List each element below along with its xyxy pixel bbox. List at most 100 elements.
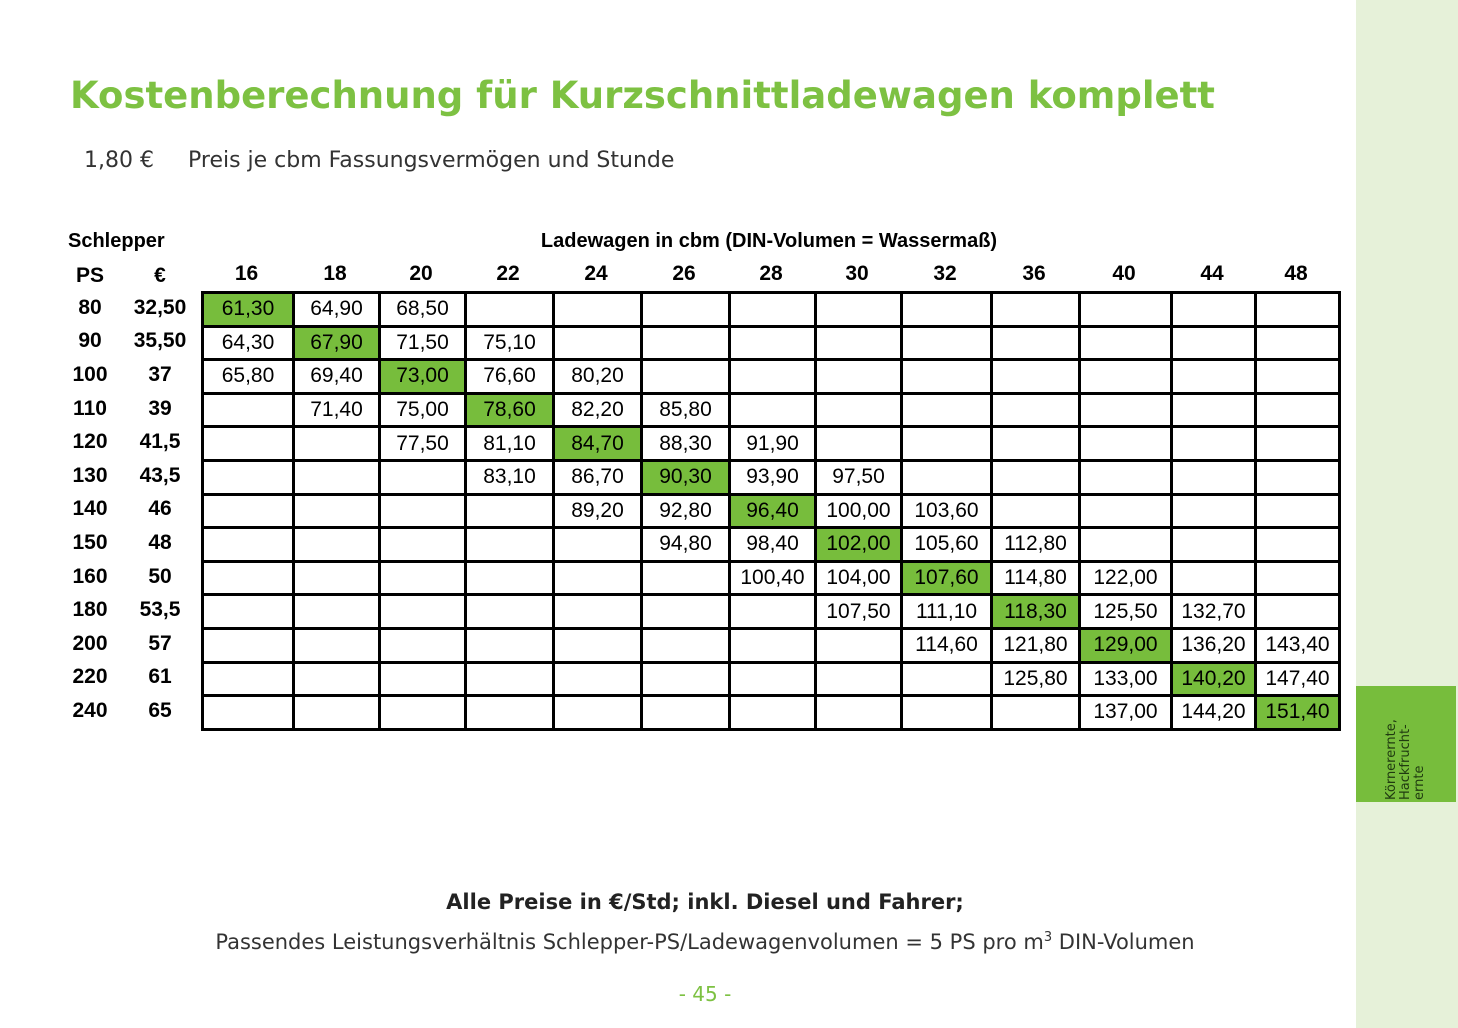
table-cell	[814, 626, 903, 664]
table-cell	[378, 660, 467, 698]
ps-header: PS	[75, 264, 104, 287]
table-cell	[1254, 526, 1341, 563]
table-cell	[1170, 324, 1257, 362]
table-row: 65,80 69,40 73,00 76,60 80,20	[201, 358, 1341, 395]
table-cell	[814, 324, 903, 362]
cost-table: 61,30 64,90 68,50 64,30 67,90 71,50 75,10 65,80…	[201, 291, 1341, 731]
column-header-26: 26	[672, 262, 696, 285]
table-cell: 84,70	[552, 425, 643, 462]
table-cell	[1254, 425, 1341, 462]
table-cell: 132,70	[1170, 593, 1257, 630]
table-cell	[640, 559, 731, 597]
column-header-40: 40	[1112, 262, 1136, 285]
row-eur: 48	[148, 530, 172, 554]
table-cell	[990, 391, 1081, 429]
table-cell	[900, 291, 993, 328]
table-cell	[1170, 291, 1257, 328]
table-cell	[640, 660, 731, 698]
table-cell: 64,90	[292, 291, 381, 328]
table-cell	[201, 660, 295, 698]
row-ps: 120	[72, 430, 108, 454]
page-title: Kostenberechnung für Kurzschnittladewage…	[70, 74, 1215, 117]
table-cell: 147,40	[1254, 660, 1341, 698]
table-cell	[201, 694, 295, 731]
table-cell	[814, 425, 903, 462]
table-cell	[378, 458, 467, 496]
table-cell: 100,40	[728, 559, 817, 597]
table-cell	[292, 492, 381, 530]
table-cell	[552, 324, 643, 362]
chapter-tab-label: Körnerernte, Hackfrucht- ernte	[1384, 719, 1427, 800]
table-cell	[640, 626, 731, 664]
table-cell: 125,50	[1078, 593, 1173, 630]
table-cell: 88,30	[640, 425, 731, 462]
table-cell	[464, 694, 555, 731]
table-cell: 75,10	[464, 324, 555, 362]
row-ps: 90	[78, 329, 102, 353]
table-cell	[378, 593, 467, 630]
table-cell	[640, 593, 731, 630]
table-cell	[728, 694, 817, 731]
price-line: 1,80 € Preis je cbm Fassungsvermögen und …	[84, 148, 674, 173]
table-row: 107,50 111,10 118,30 125,50 132,70	[201, 593, 1341, 630]
table-cell: 92,80	[640, 492, 731, 530]
table-cell	[552, 559, 643, 597]
row-ps: 160	[72, 564, 108, 588]
table-cell: 86,70	[552, 458, 643, 496]
table-cell	[814, 660, 903, 698]
row-eur: 46	[148, 497, 172, 521]
table-cell: 104,00	[814, 559, 903, 597]
price-label: Preis je cbm Fassungsvermögen und Stunde	[188, 148, 675, 173]
table-cell	[900, 458, 993, 496]
table-cell	[464, 593, 555, 630]
row-ps: 80	[78, 295, 102, 319]
ratio-note-text: Passendes Leistungsverhältnis Schlepper-…	[215, 930, 1044, 954]
table-cell	[1170, 559, 1257, 597]
table-cell	[728, 291, 817, 328]
table-cell	[201, 593, 295, 630]
table-cell	[552, 526, 643, 563]
table-cell	[378, 526, 467, 563]
table-cell	[814, 291, 903, 328]
table-cell: 85,80	[640, 391, 731, 429]
row-ps: 200	[72, 631, 108, 655]
column-header-22: 22	[496, 262, 520, 285]
chapter-tab[interactable]: Körnerernte, Hackfrucht- ernte	[1356, 686, 1456, 802]
table-row: 94,80 98,40 102,00 105,60 112,80	[201, 526, 1341, 563]
table-cell	[292, 526, 381, 563]
table-cell	[292, 694, 381, 731]
row-eur: 39	[148, 396, 172, 420]
table-cell: 77,50	[378, 425, 467, 462]
table-cell	[201, 425, 295, 462]
table-cell	[464, 559, 555, 597]
ratio-note-sup: 3	[1043, 930, 1053, 945]
table-cell	[464, 492, 555, 530]
row-label: 150 48	[62, 526, 196, 560]
table-cell	[990, 425, 1081, 462]
table-cell: 61,30	[201, 291, 295, 328]
prices-note: Alle Preise in €/Std; inkl. Diesel und F…	[446, 890, 964, 914]
column-header-48: 48	[1284, 262, 1308, 285]
table-cell: 96,40	[728, 492, 817, 530]
table-cell	[728, 324, 817, 362]
table-cell	[292, 626, 381, 664]
table-cell	[292, 559, 381, 597]
table-cell	[1254, 458, 1341, 496]
table-cell	[640, 358, 731, 395]
row-eur: 37	[148, 362, 172, 386]
table-cell: 112,80	[990, 526, 1081, 563]
table-cell	[1078, 291, 1173, 328]
table-cell	[990, 694, 1081, 731]
table-cell: 118,30	[990, 593, 1081, 630]
table-cell	[292, 593, 381, 630]
ratio-note-tail: DIN-Volumen	[1052, 930, 1195, 954]
table-cell	[1254, 492, 1341, 530]
table-cell	[292, 458, 381, 496]
column-header-28: 28	[759, 262, 783, 285]
table-cell: 100,00	[814, 492, 903, 530]
table-cell	[990, 492, 1081, 530]
table-cell: 121,80	[990, 626, 1081, 664]
row-label: 80 32,50	[62, 291, 196, 325]
table-cell	[1254, 291, 1341, 328]
table-cell	[990, 291, 1081, 328]
